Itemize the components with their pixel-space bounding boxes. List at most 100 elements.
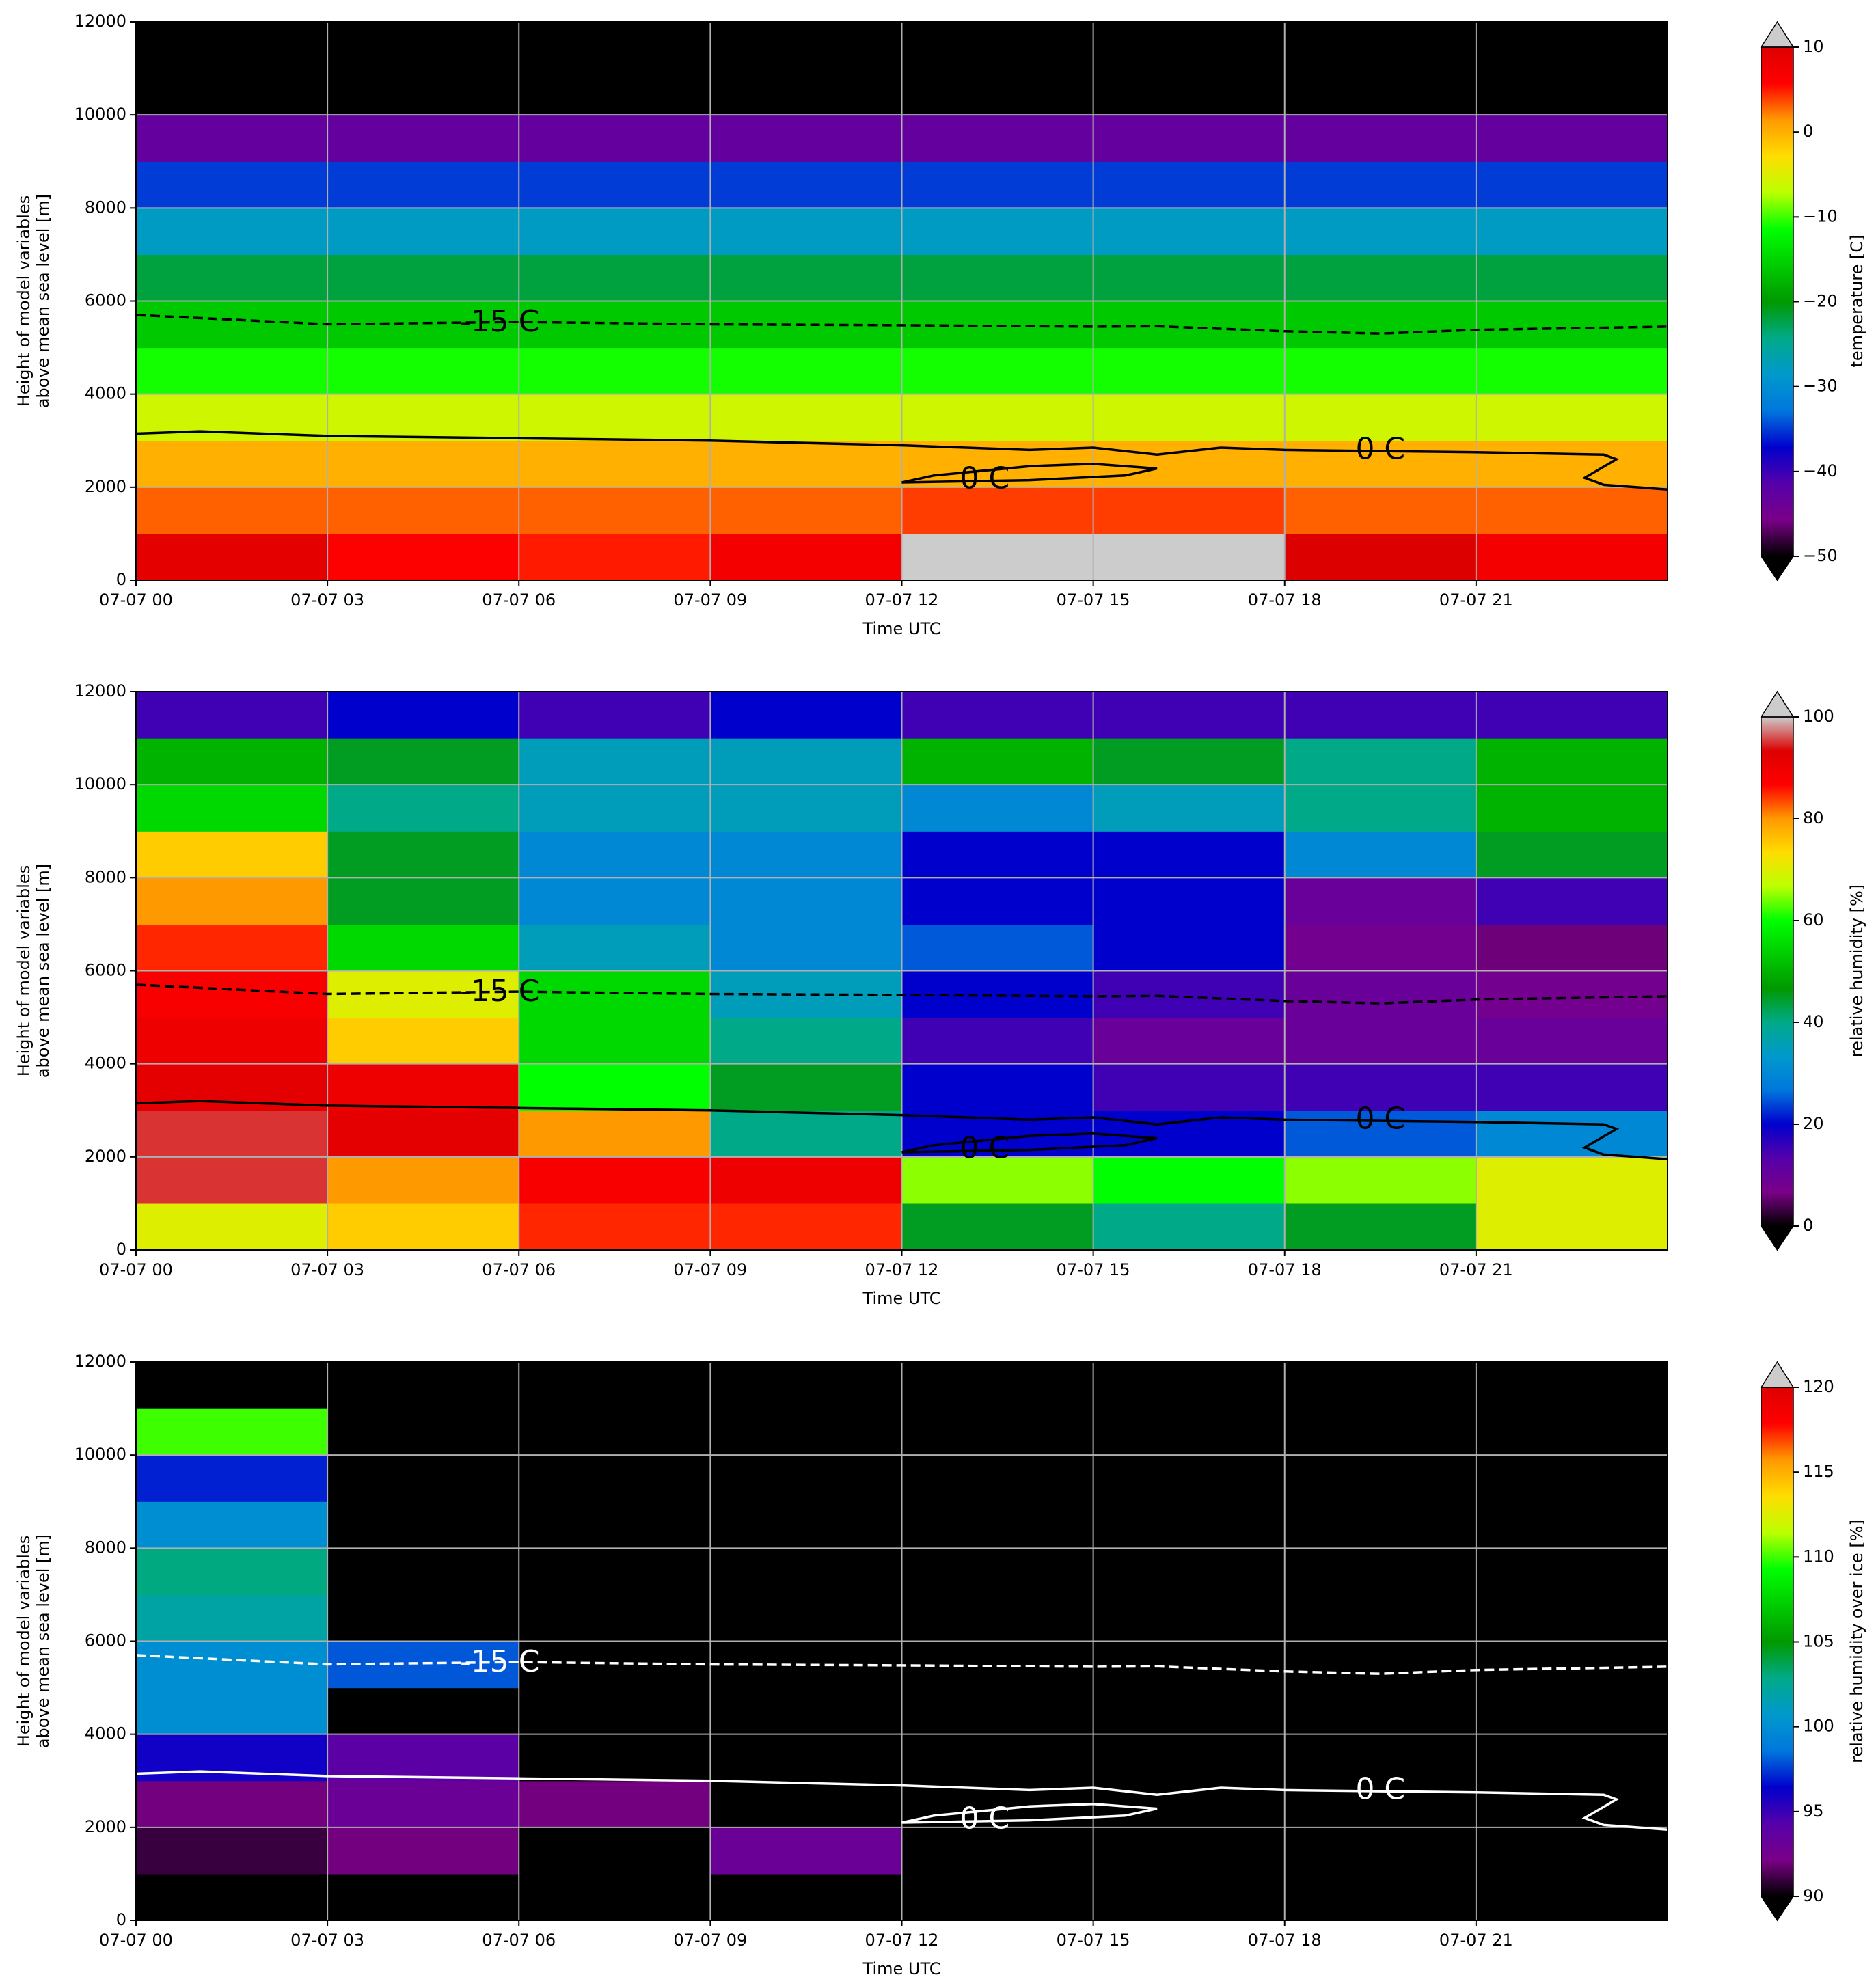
heatmap-cell (710, 394, 903, 441)
colorbar-tick-label: 80 (1803, 808, 1824, 828)
contour-line (901, 1132, 1158, 1154)
heatmap-cell (136, 301, 328, 349)
heatmap-cell (710, 347, 903, 395)
heatmap-cell (1093, 347, 1286, 395)
y-tick-label: 6000 (85, 1631, 126, 1650)
heatmap-cell (327, 1408, 519, 1456)
heatmap-cell (710, 533, 903, 581)
heatmap-cell (1476, 1455, 1668, 1502)
heatmap-cell (1284, 301, 1477, 349)
colorbar-tick-label: 0 (1803, 122, 1813, 141)
heatmap-cell (136, 970, 328, 1018)
colorbar-under (1760, 556, 1795, 582)
heatmap-cell (1284, 738, 1477, 785)
heatmap-cell (1476, 440, 1668, 488)
heatmap-cell (1284, 115, 1477, 162)
heatmap-cell (1093, 1780, 1286, 1828)
heatmap-cell (1284, 68, 1477, 115)
heatmap-cell (1093, 533, 1286, 581)
heatmap-cell (1476, 970, 1668, 1018)
y-tick-label: 0 (116, 1240, 126, 1259)
contour-label: 0 C (1355, 1772, 1405, 1807)
y-axis-label: Height of model variables (14, 1536, 33, 1747)
heatmap-cell (901, 1594, 1094, 1642)
heatmap-cell (136, 347, 328, 395)
heatmap-cell (1093, 1873, 1286, 1921)
heatmap-cell (327, 394, 519, 441)
heatmap-cell (901, 22, 1094, 69)
y-tick-label: 4000 (85, 1054, 126, 1073)
heatmap-cell (519, 301, 711, 349)
heatmap-cell (1284, 970, 1477, 1018)
heatmap-cell (901, 1362, 1094, 1409)
heatmap-cell (519, 347, 711, 395)
heatmap-cell (519, 877, 711, 925)
heatmap-cell (1476, 533, 1668, 581)
heatmap-cell (1093, 1408, 1286, 1456)
colorbar-over (1760, 21, 1795, 48)
x-tick-label: 07-07 00 (99, 1931, 173, 1950)
heatmap-cell (901, 785, 1094, 832)
heatmap-cell (710, 1873, 903, 1921)
heatmap-cell (327, 347, 519, 395)
heatmap-cell (1093, 1017, 1286, 1065)
heatmap-cell (1476, 208, 1668, 256)
heatmap-cell (1284, 1156, 1477, 1204)
contour-label: 0 C (1355, 432, 1405, 467)
colorbar-tick-label: 105 (1803, 1632, 1834, 1651)
heatmap-cell (901, 487, 1094, 534)
heatmap-cell (710, 161, 903, 208)
heatmap-cell (1476, 1687, 1668, 1735)
heatmap-cell (136, 1203, 328, 1251)
heatmap-cell (1284, 161, 1477, 208)
heatmap-cell (136, 831, 328, 878)
y-tick-label: 8000 (85, 867, 126, 886)
heatmap-cell (1093, 301, 1286, 349)
colorbar (1761, 1387, 1793, 1896)
heatmap-cell (136, 1594, 328, 1642)
heatmap-cell (710, 487, 903, 534)
heatmap-cell (901, 208, 1094, 256)
heatmap-cell (1476, 1827, 1668, 1875)
heatmap-cell (901, 1687, 1094, 1735)
heatmap-cell (519, 1455, 711, 1502)
heatmap-cell (710, 738, 903, 785)
heatmap-cell (136, 1156, 328, 1204)
colorbar-over (1760, 1361, 1795, 1388)
heatmap-cell (1476, 1641, 1668, 1689)
x-tick-label: 07-07 15 (1057, 590, 1130, 610)
heatmap-cell (1284, 1734, 1477, 1782)
heatmap-cell (1284, 1203, 1477, 1251)
contour-label: 0 C (1355, 1102, 1405, 1136)
heatmap-cell (1284, 1455, 1477, 1502)
heatmap-cell (1476, 1362, 1668, 1409)
heatmap-cell (519, 394, 711, 441)
heatmap-cell (136, 1873, 328, 1921)
heatmap-cell (1284, 1063, 1477, 1111)
heatmap-cell (901, 738, 1094, 785)
heatmap-cell (1284, 831, 1477, 878)
colorbar-tick-label: 40 (1803, 1012, 1824, 1031)
heatmap-cell (136, 208, 328, 256)
heatmap-cell (519, 487, 711, 534)
y-axis-label: Height of model variables (14, 195, 33, 407)
heatmap-cell (710, 1734, 903, 1782)
colorbar-tick-label: −10 (1803, 206, 1838, 226)
x-tick-label: 07-07 03 (290, 1931, 364, 1950)
heatmap-cell (136, 115, 328, 162)
heatmap-cell (519, 440, 711, 488)
colorbar-tick-label: −20 (1803, 292, 1838, 311)
heatmap-cell (519, 22, 711, 69)
heatmap-cell (1093, 1455, 1286, 1502)
heatmap-cell (1476, 487, 1668, 534)
heatmap-cell (519, 1501, 711, 1549)
contour-line (135, 983, 1668, 1005)
x-tick-label: 07-07 09 (673, 1260, 747, 1279)
heatmap-cell (136, 1362, 328, 1409)
heatmap-cell (901, 1063, 1094, 1111)
heatmap-cell (327, 831, 519, 878)
heatmap-cell (1476, 1110, 1668, 1158)
heatmap-cell (710, 440, 903, 488)
heatmap-cell (1093, 831, 1286, 878)
heatmap-cell (1476, 924, 1668, 972)
